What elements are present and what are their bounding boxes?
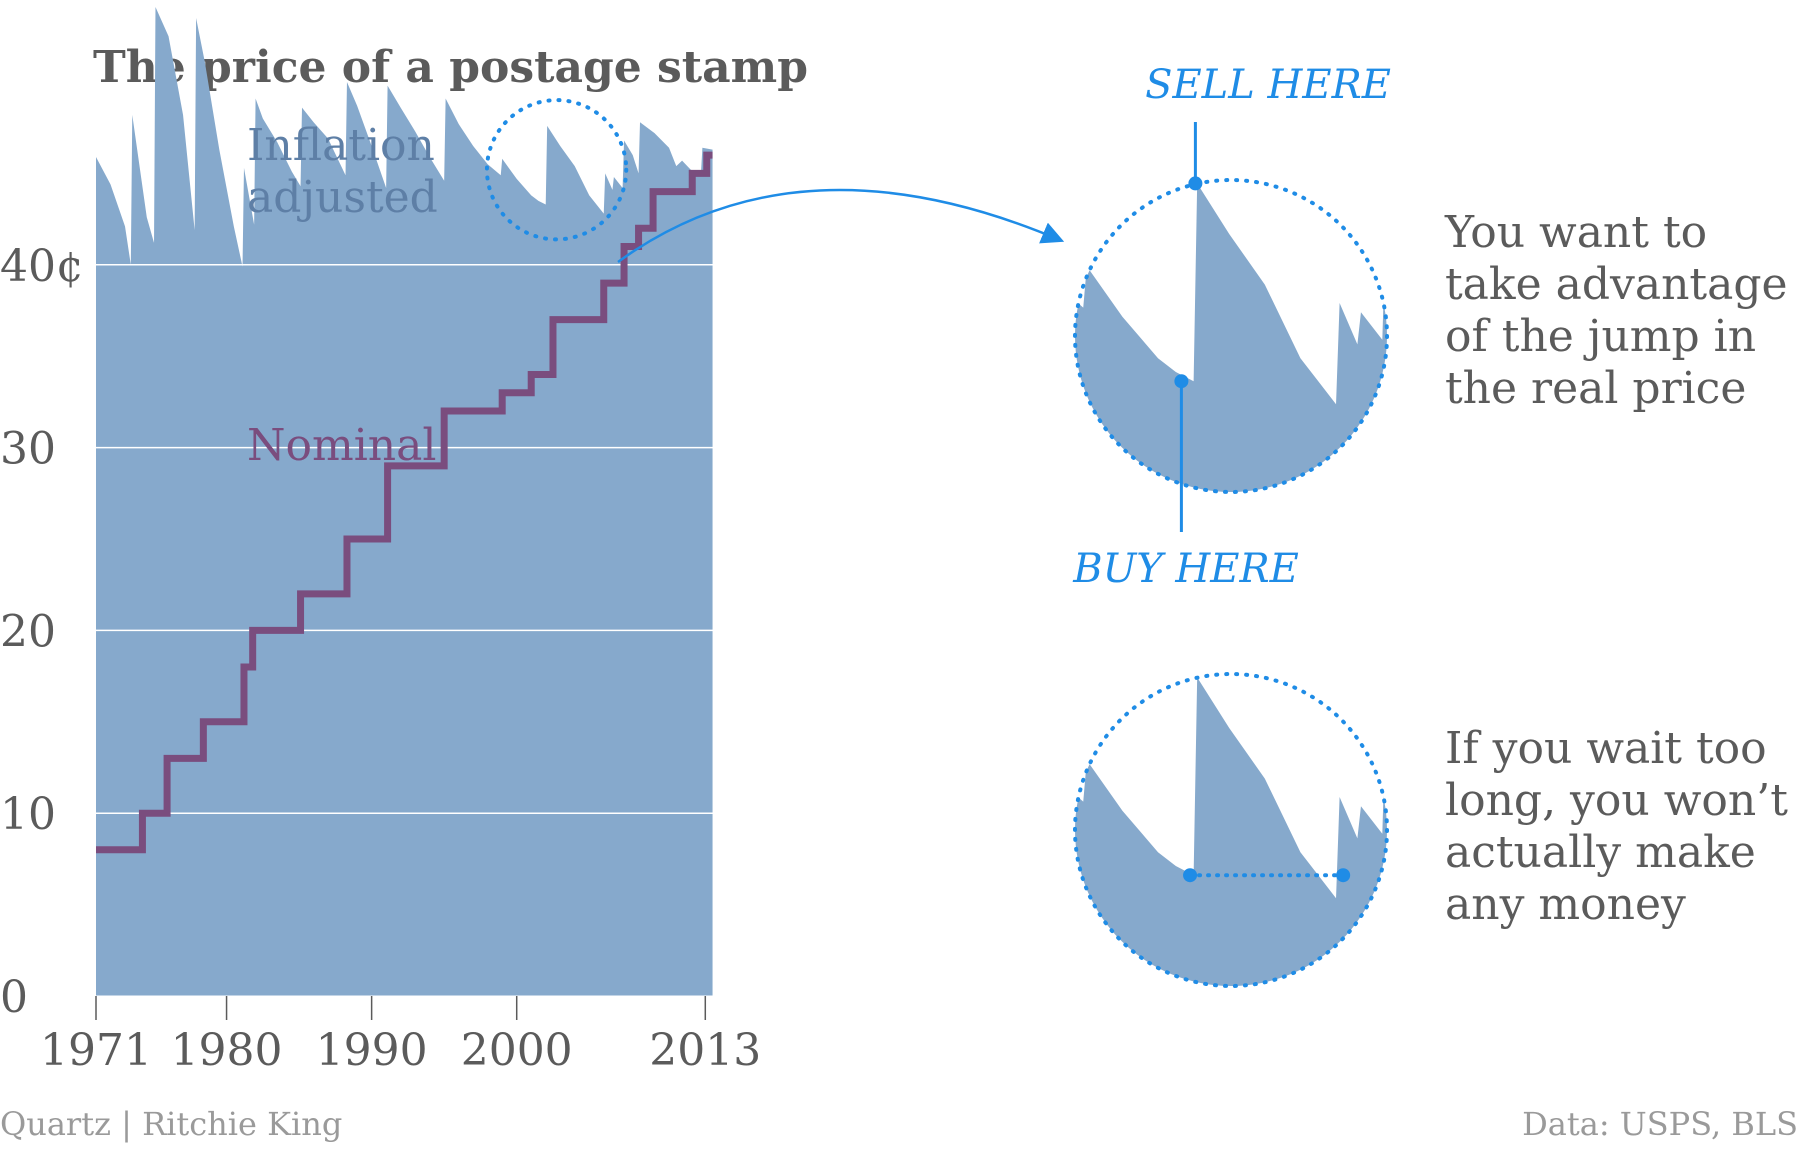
x-axis-ticks: 1971 1980 1990 2000 2013 <box>40 996 761 1076</box>
x-tick-label-1980: 1980 <box>171 1025 283 1076</box>
zoom-highlight-circle <box>484 98 629 242</box>
x-tick-label-1990: 1990 <box>316 1025 428 1076</box>
y-tick-label-30: 30 <box>0 424 56 475</box>
x-tick-label-2000: 2000 <box>461 1025 573 1076</box>
y-axis-ticks: 0 10 20 30 40¢ <box>0 241 84 1023</box>
zoom-arrow <box>617 188 1065 264</box>
note-take-advantage-line-1: You want to <box>1444 207 1707 258</box>
footer-source: Data: USPS, BLS <box>1522 1105 1798 1143</box>
inset-bottom-area <box>1075 677 1387 986</box>
note-take-advantage-line-2: take advantage <box>1445 259 1788 310</box>
note-take-advantage-line-3: of the jump in <box>1445 311 1756 362</box>
footer-credit: Quartz | Ritchie King <box>0 1105 342 1143</box>
wait-end-dot <box>1336 868 1351 883</box>
y-tick-label-40: 40¢ <box>0 241 84 292</box>
series-label-nominal: Nominal <box>247 420 436 471</box>
x-tick-label-2013: 2013 <box>649 1025 761 1076</box>
x-tick-label-1971: 1971 <box>40 1025 152 1076</box>
y-tick-label-20: 20 <box>0 606 56 657</box>
sell-here-label: SELL HERE <box>1145 62 1391 108</box>
inset-wait-too-long <box>1073 672 1389 988</box>
note-wait-too-long-line-4: any money <box>1445 879 1686 930</box>
inset-top-area <box>1075 183 1387 492</box>
inset-bottom-dotted-border <box>1073 672 1389 988</box>
nominal-step-line <box>96 151 713 854</box>
chart-title: The price of a postage stamp <box>93 42 808 93</box>
inflation-adjusted-area <box>96 7 713 996</box>
main-plot: 1971 1980 1990 2000 2013 0 10 20 30 40¢ Inflatio… <box>0 7 761 1076</box>
note-wait-too-long-line-2: long, you won’t <box>1445 775 1788 826</box>
series-label-inflation-adjusted-line-2: adjusted <box>247 172 438 223</box>
wait-start-dot <box>1183 868 1198 883</box>
sell-here-dot <box>1188 176 1203 191</box>
y-tick-label-10: 10 <box>0 789 56 840</box>
inset-sell-here: SELL HERE BUY HERE <box>1072 62 1391 592</box>
y-tick-label-0: 0 <box>0 972 28 1023</box>
series-label-inflation-adjusted-line-1: Inflation <box>247 120 435 171</box>
buy-here-label: BUY HERE <box>1072 546 1299 592</box>
note-wait-too-long-line-1: If you wait too <box>1445 723 1767 774</box>
inset-top-dotted-border <box>1073 178 1389 494</box>
note-wait-too-long-line-3: actually make <box>1445 827 1756 878</box>
note-take-advantage-line-4: the real price <box>1445 363 1746 414</box>
gridlines <box>96 264 714 814</box>
buy-here-dot <box>1174 374 1189 389</box>
